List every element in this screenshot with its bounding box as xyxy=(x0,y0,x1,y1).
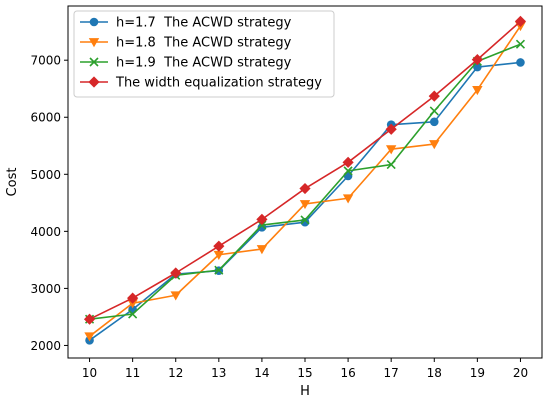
data-point xyxy=(342,156,354,168)
legend-entry: h=1.8 The ACWD strategy xyxy=(80,36,292,51)
data-point xyxy=(516,58,525,67)
data-point xyxy=(127,292,139,304)
legend-marker xyxy=(89,17,99,27)
data-point xyxy=(343,166,353,176)
data-point xyxy=(429,106,439,116)
x-tick-label: 13 xyxy=(211,366,226,380)
data-point xyxy=(83,313,96,325)
legend-label: The width equalization strategy xyxy=(115,76,322,91)
data-point xyxy=(84,332,95,342)
legend-marker xyxy=(88,38,100,48)
data-point xyxy=(256,213,268,225)
legend-label: h=1.7 The ACWD strategy xyxy=(116,16,292,31)
x-tick-label: 11 xyxy=(125,366,140,380)
data-point xyxy=(214,265,224,275)
x-tick-label: 15 xyxy=(297,366,312,380)
legend: h=1.7 The ACWD strategy h=1.8 The ACWD st… xyxy=(73,10,335,98)
x-tick-label: 12 xyxy=(168,366,183,380)
data-point xyxy=(385,123,397,135)
legend-marker xyxy=(88,76,100,88)
y-tick-label: 5000 xyxy=(30,168,61,182)
y-tick-label: 6000 xyxy=(30,111,61,125)
data-point xyxy=(514,15,527,28)
data-point xyxy=(472,85,483,96)
data-point xyxy=(342,194,354,204)
data-point xyxy=(213,240,225,252)
y-tick-label: 2000 xyxy=(30,339,61,353)
legend-label: h=1.8 The ACWD strategy xyxy=(116,36,292,51)
data-point xyxy=(299,182,311,195)
x-tick-label: 19 xyxy=(470,366,485,380)
x-tick-label: 17 xyxy=(384,366,399,380)
y-tick-label: 3000 xyxy=(30,282,61,296)
data-point xyxy=(386,160,396,170)
data-point xyxy=(515,39,526,49)
y-axis-label: Cost xyxy=(5,168,20,197)
legend-entry: The width equalization strategy xyxy=(80,76,322,91)
plot-area xyxy=(83,15,527,345)
x-axis-label: H xyxy=(300,384,310,399)
data-point xyxy=(213,250,225,260)
legend-entry: h=1.9 The ACWD strategy xyxy=(80,56,292,71)
legend-marker xyxy=(89,57,99,67)
data-point xyxy=(300,215,310,225)
data-point xyxy=(128,309,138,319)
data-point xyxy=(299,200,311,210)
data-point xyxy=(429,117,439,127)
y-tick-label: 7000 xyxy=(30,54,61,68)
x-tick-label: 14 xyxy=(254,366,269,380)
data-point xyxy=(428,90,440,102)
y-tick-label: 4000 xyxy=(30,225,61,239)
series-4 xyxy=(83,15,527,325)
data-point xyxy=(471,54,483,66)
data-point xyxy=(256,245,268,255)
data-point xyxy=(385,145,397,155)
data-point xyxy=(257,220,267,230)
data-point xyxy=(429,140,440,150)
data-point xyxy=(170,267,182,279)
legend-box xyxy=(73,10,335,98)
legend-label: h=1.9 The ACWD strategy xyxy=(116,56,292,71)
axes: 10 11 12 13 14 15 16 17 18 19 20 2000 3000 4000 5000 60… xyxy=(30,5,543,380)
data-point xyxy=(127,299,138,309)
x-tick-label: 20 xyxy=(513,366,528,380)
x-tick-label: 10 xyxy=(82,366,97,380)
legend-entry: h=1.7 The ACWD strategy xyxy=(80,16,292,31)
x-tick-label: 18 xyxy=(427,366,442,380)
x-tick-label: 16 xyxy=(340,366,355,380)
data-point xyxy=(170,291,181,301)
